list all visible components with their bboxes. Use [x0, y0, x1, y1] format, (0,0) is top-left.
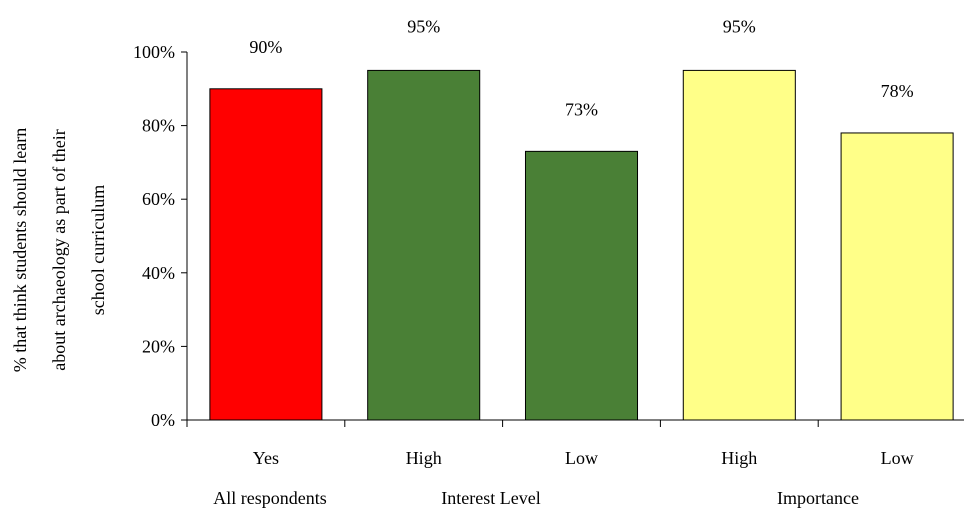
- x-axis-ticks: [186, 420, 819, 427]
- y-axis-title-line-2: about archaeology as part of their: [49, 129, 69, 370]
- data-label-4: 95%: [723, 16, 756, 36]
- bar-5: [840, 132, 954, 421]
- y-tick-label: 80%: [142, 116, 175, 136]
- group-label-3: Importance: [777, 488, 859, 508]
- category-labels: Yes High Low High Low: [253, 448, 914, 468]
- y-tick-label: 20%: [142, 336, 175, 356]
- bar-4: [682, 69, 796, 421]
- bars: [209, 69, 954, 421]
- data-label-3: 73%: [565, 99, 598, 119]
- y-tick-label: 0%: [151, 410, 175, 430]
- group-label-2: Interest Level: [441, 488, 540, 508]
- bar-3: [524, 150, 639, 421]
- bar-2: [367, 69, 481, 421]
- y-axis-ticks: 0% 20% 40% 60% 80% 100%: [133, 42, 187, 430]
- data-label-1: 90%: [249, 37, 282, 57]
- y-axis-title-line-3: school curriculum: [88, 185, 108, 315]
- category-label-5: Low: [881, 448, 914, 468]
- y-tick-label: 60%: [142, 189, 175, 209]
- data-label-2: 95%: [407, 16, 440, 36]
- y-axis-title-line-1: % that think students should learn: [10, 128, 30, 372]
- bar-1: [209, 88, 323, 421]
- category-label-3: Low: [565, 448, 598, 468]
- y-tick-label: 100%: [133, 42, 175, 62]
- category-label-1: Yes: [253, 448, 279, 468]
- category-label-2: High: [406, 448, 442, 468]
- y-tick-label: 40%: [142, 263, 175, 283]
- category-label-4: High: [721, 448, 757, 468]
- group-label-1: All respondents: [213, 488, 326, 508]
- data-label-5: 78%: [881, 81, 914, 101]
- group-labels: All respondents Interest Level Importance: [213, 488, 859, 508]
- data-labels: 90% 95% 73% 95% 78%: [249, 16, 913, 119]
